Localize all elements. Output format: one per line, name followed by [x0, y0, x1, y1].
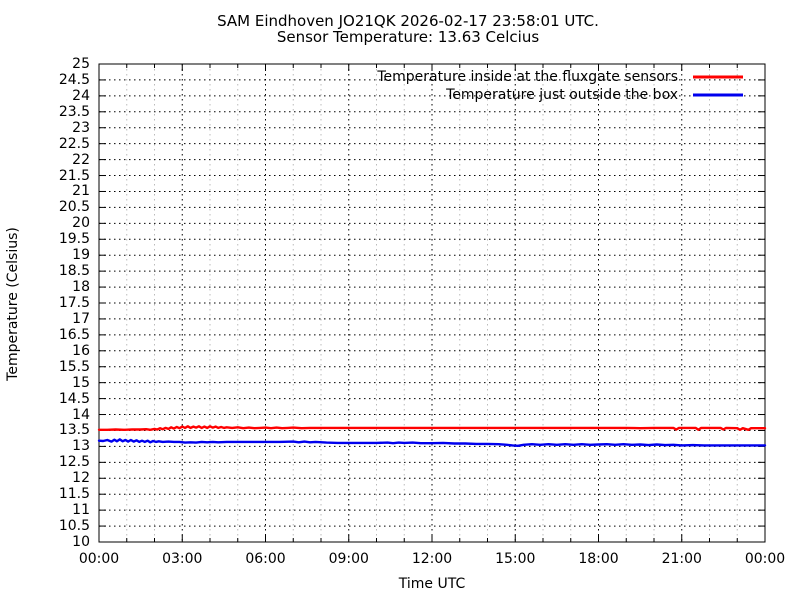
y-tick-label: 25 — [72, 56, 90, 72]
x-tick-label: 15:00 — [495, 551, 536, 567]
y-tick-label: 22 — [72, 151, 90, 168]
y-tick-label: 23.5 — [58, 103, 90, 120]
y-tick-label: 17 — [72, 310, 90, 327]
y-tick-label: 12 — [72, 470, 90, 487]
y-tick-label: 20 — [72, 215, 90, 232]
y-tick-label: 21 — [72, 183, 90, 200]
y-tick-label: 18 — [72, 279, 90, 296]
y-tick-label: 16 — [72, 342, 90, 359]
y-tick-label: 18.5 — [58, 263, 90, 280]
y-tick-label: 16.5 — [58, 326, 90, 343]
y-tick-label: 24 — [72, 87, 90, 104]
y-tick-label: 15 — [72, 374, 90, 391]
x-tick-label: 00:00 — [744, 551, 786, 567]
chart-title: SAM Eindhoven JO21QK 2026-02-17 23:58:01… — [217, 12, 599, 30]
x-tick-label: 18:00 — [578, 551, 619, 567]
x-tick-label: 21:00 — [661, 551, 702, 567]
x-tick-label: 00:00 — [78, 551, 120, 567]
y-tick-label: 19.5 — [58, 231, 90, 248]
y-tick-label: 22.5 — [58, 135, 90, 152]
y-tick-label: 19 — [72, 247, 90, 264]
x-tick-label: 09:00 — [328, 551, 369, 567]
x-tick-label: 06:00 — [245, 551, 286, 567]
y-tick-label: 10.5 — [58, 518, 90, 535]
x-tick-label: 03:00 — [162, 551, 203, 567]
y-tick-label: 13 — [72, 438, 90, 455]
y-tick-label: 12.5 — [58, 454, 90, 471]
chart-title-block: SAM Eindhoven JO21QK 2026-02-17 23:58:01… — [0, 13, 800, 45]
y-tick-label: 23 — [72, 119, 90, 136]
x-tick-label: 12:00 — [411, 551, 453, 567]
y-tick-label: 13.5 — [58, 422, 90, 439]
plot-frame — [98, 63, 766, 543]
y-tick-label: 14.5 — [58, 390, 90, 407]
y-tick-label: 15.5 — [58, 358, 90, 375]
y-tick-label: 17.5 — [58, 295, 90, 311]
y-axis-label: Temperature (Celsius) — [5, 227, 21, 381]
y-tick-label: 24.5 — [58, 71, 90, 88]
y-tick-label: 20.5 — [58, 199, 90, 216]
y-tick-label: 14 — [72, 406, 90, 423]
series-line-0 — [97, 425, 767, 431]
x-axis-label: Time UTC — [398, 576, 466, 592]
legend-label-outside-box: Temperature just outside the box — [446, 87, 678, 103]
y-tick-label: 10 — [72, 534, 90, 550]
series-line-1 — [97, 438, 767, 447]
y-tick-label: 11.5 — [58, 486, 90, 503]
y-tick-label: 11 — [72, 502, 90, 519]
y-tick-label: 21.5 — [58, 167, 90, 184]
chart-subtitle: Sensor Temperature: 13.63 Celcius — [276, 28, 540, 46]
legend-label-inside-sensors: Temperature inside at the fluxgate senso… — [377, 69, 678, 85]
